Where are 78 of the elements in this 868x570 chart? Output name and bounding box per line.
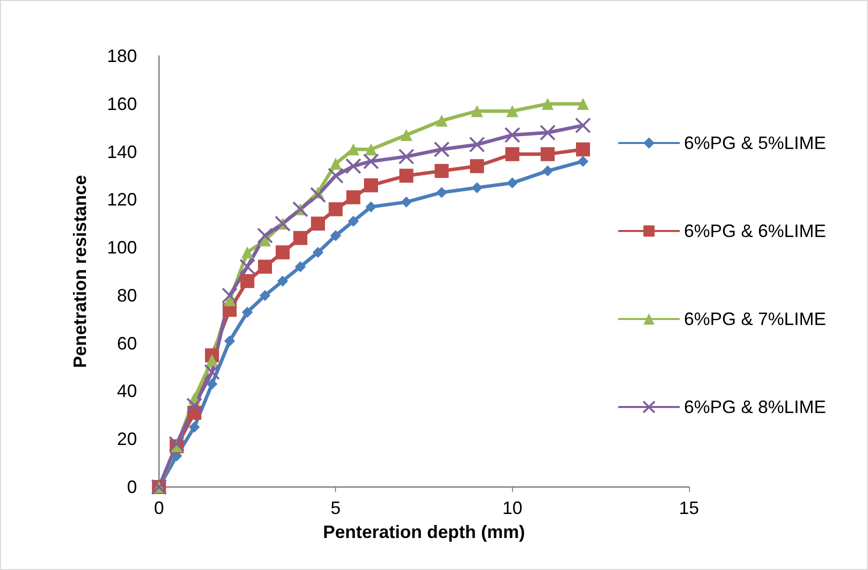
legend-label: 6%PG & 7%LIME — [684, 309, 826, 329]
point — [206, 354, 218, 366]
point — [578, 156, 588, 167]
point — [241, 246, 254, 258]
point — [577, 98, 589, 110]
point — [224, 335, 236, 346]
y-tick-label: 60 — [116, 333, 137, 354]
point — [186, 398, 202, 414]
y-tick-label: 100 — [106, 238, 137, 258]
x-tick-label: 15 — [678, 498, 700, 518]
point — [542, 98, 554, 110]
x-axis-title: Penteration depth (mm) — [322, 522, 526, 542]
point — [293, 230, 308, 245]
point — [239, 258, 256, 275]
y-tick-label: 180 — [106, 46, 137, 66]
point — [206, 378, 218, 390]
y-axis-title: Penetration resistance — [70, 174, 90, 368]
point — [364, 178, 378, 192]
point — [312, 246, 324, 258]
point — [434, 164, 449, 178]
point — [399, 168, 414, 183]
x-tick-label: 5 — [330, 498, 341, 518]
point — [260, 290, 270, 301]
point — [204, 364, 220, 380]
legend-label: 6%PG & 5%LIME — [684, 133, 826, 153]
y-tick-label: 120 — [106, 190, 137, 210]
point — [363, 153, 379, 170]
point — [257, 228, 273, 244]
point — [506, 105, 518, 118]
y-tick-label: 160 — [106, 94, 137, 114]
point — [469, 136, 485, 153]
point — [188, 422, 200, 433]
y-tick-label: 0 — [126, 477, 137, 497]
point — [345, 158, 362, 174]
point — [436, 114, 448, 127]
point — [277, 276, 288, 287]
point — [330, 230, 342, 242]
point — [576, 142, 590, 156]
point — [366, 201, 376, 212]
point — [310, 186, 326, 203]
point — [328, 202, 343, 216]
point — [365, 143, 377, 156]
legend-label: 6%PG & 8%LIME — [684, 397, 826, 417]
point — [242, 306, 253, 318]
point — [240, 274, 254, 288]
point — [472, 182, 482, 194]
y-tick-label: 140 — [106, 142, 137, 162]
point — [398, 148, 414, 165]
point — [328, 168, 344, 184]
point — [542, 165, 554, 176]
point — [347, 143, 360, 156]
point — [400, 196, 412, 208]
point — [506, 177, 518, 188]
point — [346, 190, 360, 204]
y-tick-label: 40 — [116, 381, 137, 402]
point — [294, 261, 306, 272]
point — [505, 147, 520, 162]
point — [258, 260, 272, 274]
point — [471, 105, 483, 118]
y-tick-label: 80 — [116, 285, 137, 306]
point — [540, 147, 555, 162]
point — [348, 216, 359, 227]
point — [400, 129, 412, 142]
point — [311, 216, 325, 231]
point — [540, 124, 556, 141]
point — [222, 287, 238, 304]
point — [470, 159, 484, 174]
point — [575, 117, 591, 134]
x-tick-label: 0 — [154, 498, 164, 518]
point — [168, 436, 185, 452]
y-tick-label: 20 — [116, 429, 137, 450]
point — [434, 141, 450, 158]
point — [330, 158, 342, 170]
point — [436, 186, 448, 198]
legend-label: 6%PG & 6%LIME — [684, 221, 826, 241]
x-tick-label: 10 — [502, 498, 522, 518]
point — [504, 127, 520, 144]
point — [276, 245, 290, 260]
